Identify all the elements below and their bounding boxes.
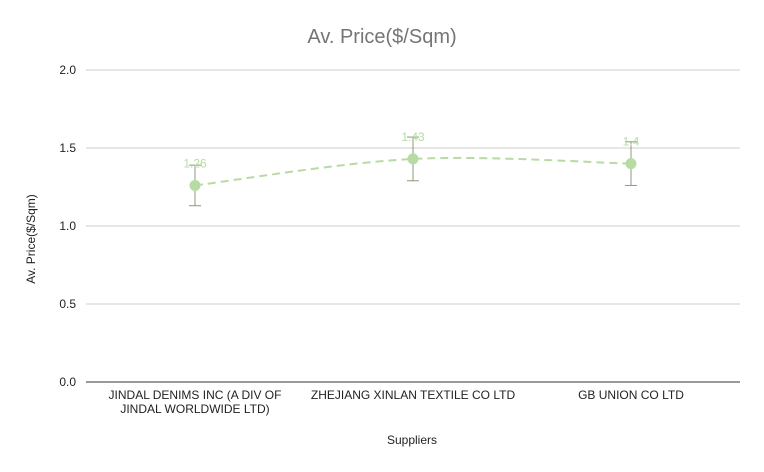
y-axis-ticks: 0.0 0.5 1.0 1.5 2.0 bbox=[59, 63, 76, 389]
y-tick-label: 1.0 bbox=[59, 219, 76, 233]
x-axis-title: Suppliers bbox=[387, 433, 437, 447]
data-point bbox=[625, 158, 637, 170]
gridlines bbox=[86, 69, 740, 383]
series-line bbox=[194, 156, 632, 187]
data-point bbox=[407, 153, 419, 165]
x-category-label: GB UNION CO LTD bbox=[578, 388, 684, 402]
data-label: 1.26 bbox=[183, 156, 207, 170]
series-layer: 1.26 1.43 1.4 bbox=[183, 130, 640, 207]
y-tick-label: 2.0 bbox=[59, 63, 76, 77]
x-category-label: JINDAL DENIMS INC (A DIV OF bbox=[109, 388, 282, 402]
y-tick-label: 1.5 bbox=[59, 141, 76, 155]
data-label: 1.43 bbox=[401, 130, 425, 144]
y-tick-label: 0.0 bbox=[59, 375, 76, 389]
chart-title: Av. Price($/Sqm) bbox=[307, 26, 456, 48]
x-category-label: ZHEJIANG XINLAN TEXTILE CO LTD bbox=[311, 388, 516, 402]
data-label: 1.4 bbox=[623, 135, 640, 149]
y-tick-label: 0.5 bbox=[59, 297, 76, 311]
data-point bbox=[189, 179, 201, 191]
x-category-label: JINDAL WORLDWIDE LTD) bbox=[120, 402, 269, 416]
y-axis-title: Av. Price($/Sqm) bbox=[24, 194, 38, 284]
